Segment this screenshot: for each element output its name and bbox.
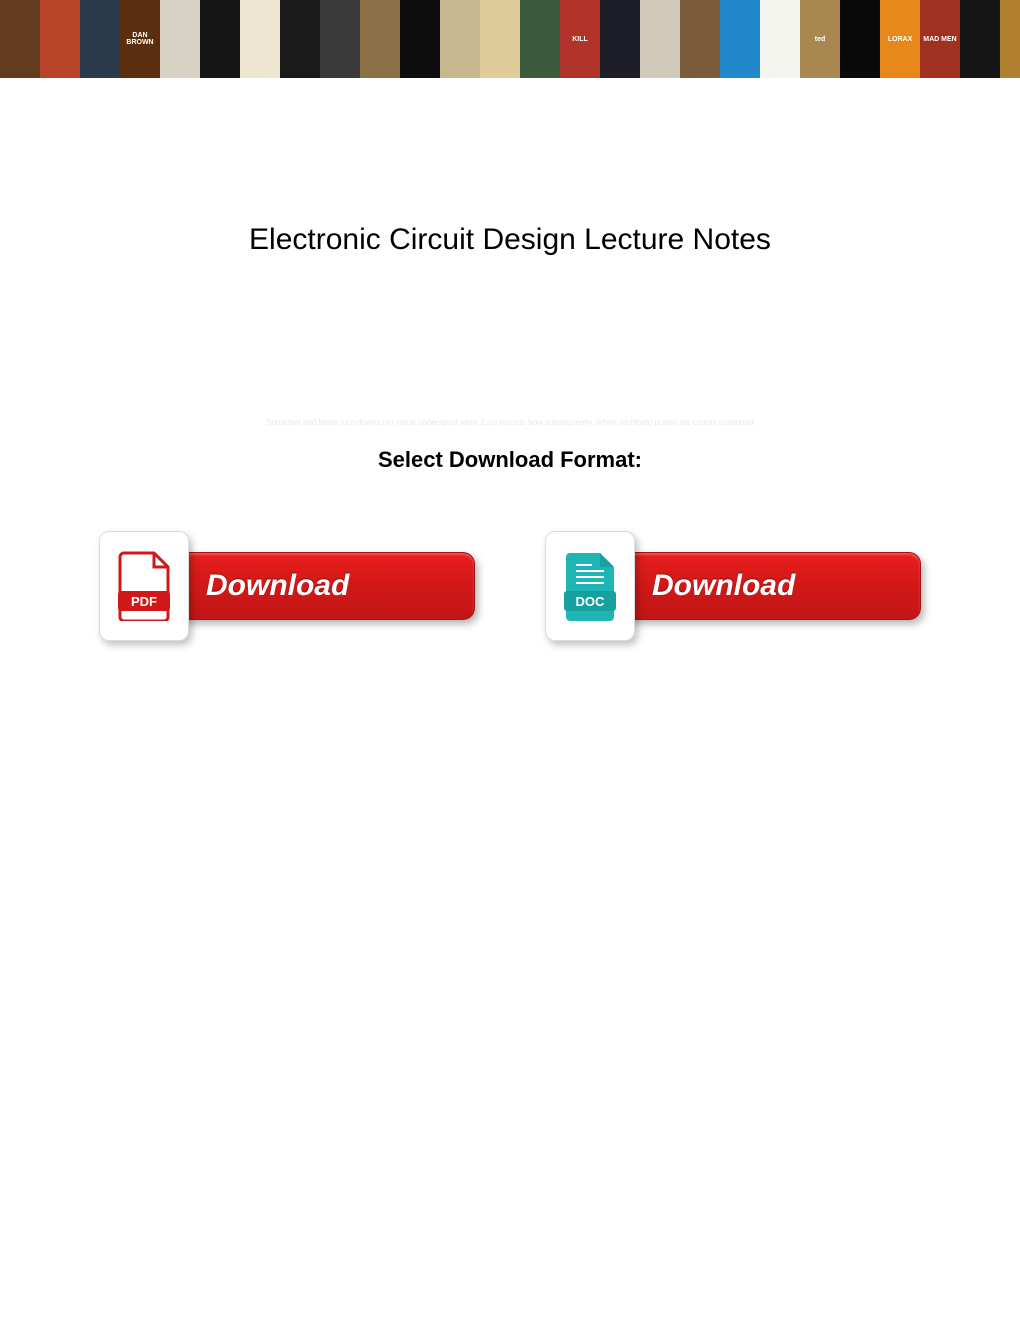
banner-tile: LORAX — [880, 0, 920, 78]
download-format-heading: Select Download Format: — [0, 447, 1020, 473]
banner-tile — [240, 0, 280, 78]
banner-tile: DAN BROWN — [120, 0, 160, 78]
doc-badge-text: DOC — [576, 594, 606, 609]
banner-tile — [280, 0, 320, 78]
download-row: PDF Download DOC Download — [0, 531, 1020, 641]
banner-collage: DAN BROWN KILL ted LORAXMAD MEN — [0, 0, 1020, 78]
page-title: Electronic Circuit Design Lecture Notes — [0, 223, 1020, 257]
download-doc-label: Download — [652, 569, 795, 603]
banner-tile — [600, 0, 640, 78]
banner-tile — [80, 0, 120, 78]
banner-tile — [200, 0, 240, 78]
doc-file-icon: DOC — [545, 531, 635, 641]
banner-tile — [720, 0, 760, 78]
banner-tile — [0, 0, 40, 78]
banner-tile — [520, 0, 560, 78]
banner-tile — [40, 0, 80, 78]
banner-tile: ted — [800, 0, 840, 78]
banner-tile — [480, 0, 520, 78]
banner-tile — [360, 0, 400, 78]
download-pdf-button[interactable]: Download — [175, 552, 475, 620]
download-pdf-label: Download — [206, 569, 349, 603]
faint-background-text: Somerset and Merle turn-downs her virtue… — [40, 418, 980, 428]
download-doc-button[interactable]: Download — [621, 552, 921, 620]
banner-tile — [960, 0, 1000, 78]
doc-download-unit: DOC Download — [545, 531, 921, 641]
banner-tile — [160, 0, 200, 78]
banner-tile — [840, 0, 880, 78]
banner-tile — [1000, 0, 1020, 78]
pdf-badge-text: PDF — [131, 594, 157, 609]
pdf-download-unit: PDF Download — [99, 531, 475, 641]
banner-tile — [320, 0, 360, 78]
banner-tile — [440, 0, 480, 78]
banner-tile — [760, 0, 800, 78]
banner-tile: MAD MEN — [920, 0, 960, 78]
banner-tile — [680, 0, 720, 78]
banner-tile — [640, 0, 680, 78]
banner-tile: KILL — [560, 0, 600, 78]
banner-tile — [400, 0, 440, 78]
pdf-file-icon: PDF — [99, 531, 189, 641]
